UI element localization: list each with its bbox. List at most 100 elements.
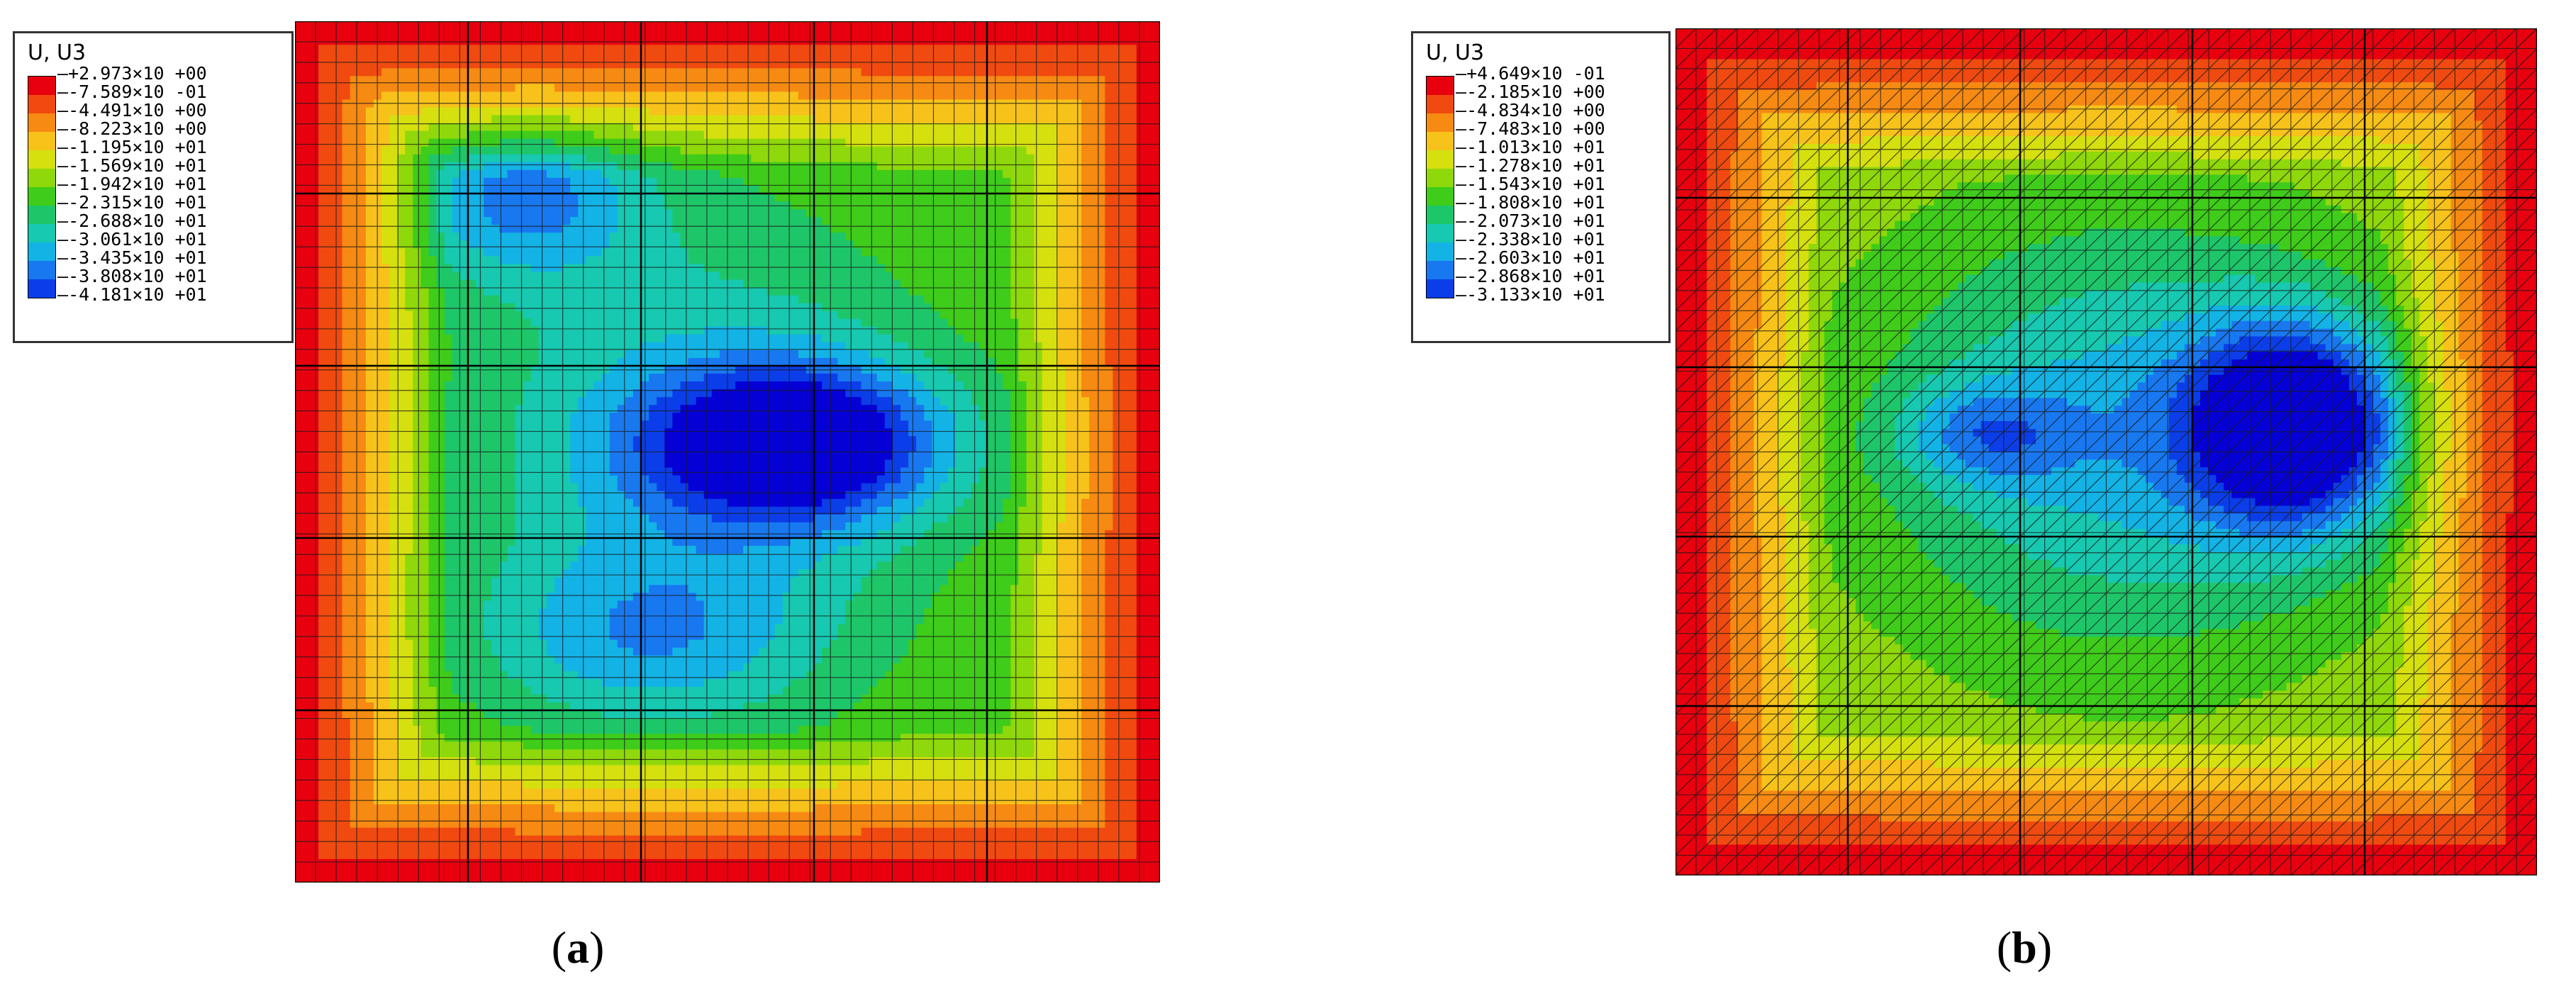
contour-cell <box>295 154 303 163</box>
contour-cell <box>735 60 744 69</box>
contour-cell <box>884 115 893 124</box>
contour-cell <box>884 326 893 335</box>
contour-cell <box>1049 209 1059 218</box>
contour-cell <box>649 29 657 38</box>
contour-cell <box>311 146 319 155</box>
contour-cell <box>357 162 367 171</box>
contour-cell <box>1081 271 1090 281</box>
contour-cell <box>357 76 367 84</box>
contour-cell <box>774 225 784 233</box>
contour-cell <box>342 68 351 77</box>
contour-cell <box>939 76 949 84</box>
contour-cell <box>766 334 776 343</box>
contour-cell <box>1105 225 1114 233</box>
contour-cell <box>978 76 988 84</box>
contour-cell <box>924 342 932 351</box>
contour-cell <box>420 37 430 45</box>
contour-cell <box>1097 169 1105 179</box>
contour-cell <box>334 357 343 366</box>
contour-cell <box>703 248 713 257</box>
contour-cell <box>649 256 657 265</box>
contour-cell <box>680 45 689 53</box>
contour-cell <box>664 357 673 366</box>
contour-cell <box>1152 115 1160 124</box>
contour-cell <box>1057 162 1066 171</box>
contour-cell <box>334 194 343 202</box>
contour-cell <box>719 138 728 147</box>
contour-cell <box>397 154 406 163</box>
contour-cell <box>987 310 996 320</box>
contour-cell <box>727 91 736 101</box>
contour-cell <box>459 349 469 359</box>
contour-cell <box>735 326 744 335</box>
contour-cell <box>586 123 595 132</box>
contour-cell <box>523 256 532 265</box>
contour-cell <box>971 287 980 296</box>
contour-cell <box>672 177 681 186</box>
contour-cell <box>1144 217 1153 225</box>
contour-cell <box>357 146 367 155</box>
contour-cell <box>1105 217 1114 225</box>
contour-cell <box>853 271 862 281</box>
contour-cell <box>562 130 571 140</box>
contour-cell <box>657 248 665 257</box>
contour-cell <box>507 318 516 327</box>
contour-cell <box>727 287 736 296</box>
contour-cell <box>814 342 823 351</box>
contour-cell <box>939 334 949 343</box>
contour-cell <box>365 295 374 304</box>
contour-cell <box>1065 233 1074 241</box>
contour-cell <box>428 146 437 155</box>
contour-cell <box>1152 256 1160 265</box>
contour-cell <box>932 123 941 132</box>
contour-cell <box>1128 37 1137 45</box>
contour-cell <box>884 303 893 312</box>
contour-cell <box>649 21 657 30</box>
contour-cell <box>1097 84 1105 93</box>
contour-cell <box>1026 349 1035 359</box>
contour-cell <box>570 256 579 265</box>
contour-cell <box>759 326 768 335</box>
contour-cell <box>468 287 476 296</box>
contour-cell <box>727 52 736 61</box>
contour-cell <box>311 349 319 359</box>
contour-cell <box>657 342 665 351</box>
contour-cell <box>798 225 807 233</box>
contour-cell <box>766 310 776 320</box>
legend-value: -3.808×10 +01 <box>57 267 207 286</box>
contour-cell <box>766 256 776 265</box>
contour-cell <box>1105 233 1114 241</box>
contour-cell <box>861 60 870 69</box>
contour-cell <box>318 169 327 179</box>
contour-cell <box>932 209 941 218</box>
contour-cell <box>468 169 476 179</box>
contour-cell <box>790 130 799 140</box>
contour-cell <box>869 45 878 53</box>
contour-cell <box>1010 185 1019 194</box>
contour-cell <box>1010 146 1019 155</box>
contour-cell <box>1018 68 1027 77</box>
contour-cell <box>420 209 430 218</box>
contour-cell <box>1105 240 1114 249</box>
contour-cell <box>420 342 430 351</box>
contour-cell <box>311 303 319 312</box>
contour-cell <box>759 107 768 116</box>
contour-cell <box>1081 169 1090 179</box>
contour-cell <box>1010 310 1019 320</box>
contour-cell <box>978 52 988 61</box>
contour-cell <box>413 162 422 171</box>
contour-cell <box>1018 217 1027 225</box>
contour-cell <box>1034 52 1043 61</box>
contour-cell <box>303 326 311 335</box>
contour-cell <box>696 240 705 249</box>
contour-cell <box>381 45 390 53</box>
contour-cell <box>680 279 689 289</box>
contour-cell <box>1097 107 1105 116</box>
contour-cell <box>916 256 925 265</box>
contour-cell <box>971 318 980 327</box>
contour-cell <box>853 349 862 359</box>
contour-cell <box>649 177 657 186</box>
contour-cell <box>1026 29 1035 38</box>
contour-cell <box>932 233 941 241</box>
contour-cell <box>1128 264 1137 273</box>
